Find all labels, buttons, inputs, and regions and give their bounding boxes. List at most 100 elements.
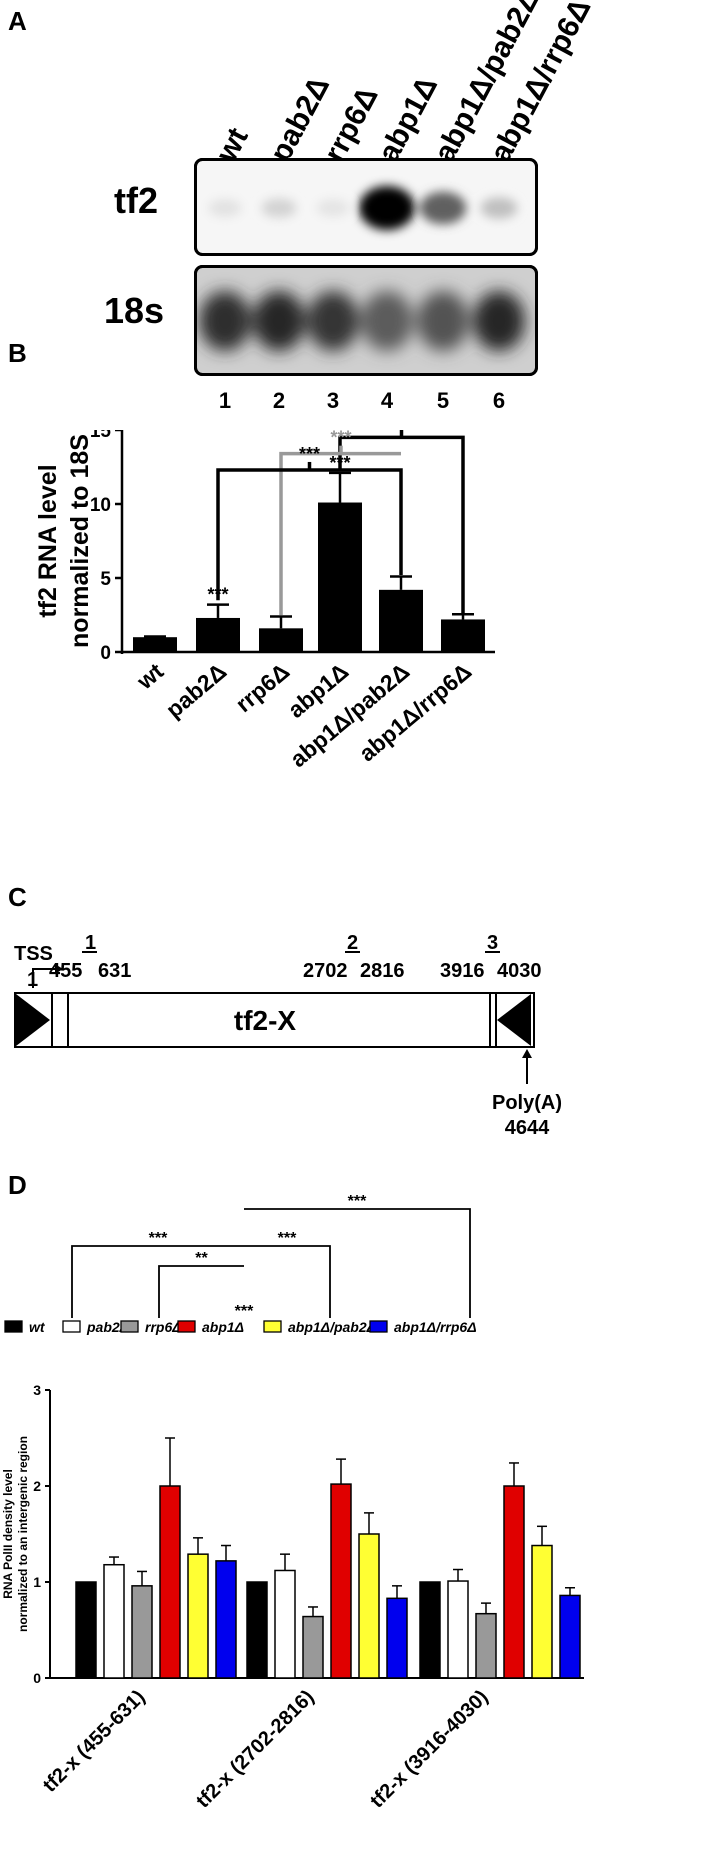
gene-diagram: TSS 1 455 631 1 2702 2816 2 3916 4030 3 … (14, 932, 562, 1139)
bar (75, 1581, 97, 1679)
x-tick-label: tf2-x (455-631) (39, 1686, 150, 1797)
y-tick-label: 0 (33, 1670, 41, 1686)
bar (419, 1581, 441, 1679)
significance-bracket (244, 1245, 331, 1318)
polya-arrowhead (522, 1049, 532, 1058)
bar (503, 1485, 525, 1679)
18s-band (199, 291, 251, 351)
y-tick-label: 1 (33, 1574, 41, 1590)
row-label-18s: 18s (104, 290, 165, 331)
18s-band (253, 291, 305, 351)
lane-number-4: 4 (380, 388, 394, 413)
legend-swatch (62, 1320, 81, 1333)
y-tick-label: 2 (33, 1478, 41, 1494)
polya-position: 4644 (505, 1117, 550, 1139)
x-tick-label: tf2-x (3916-4030) (366, 1686, 492, 1812)
panel-letter-b: B (8, 338, 27, 368)
bar (318, 502, 362, 652)
x-tick-label: wt (131, 658, 168, 695)
position-3916: 3916 (440, 960, 485, 982)
legend-label: abp1Δ (202, 1319, 244, 1335)
bar (447, 1580, 469, 1679)
significance-stars: *** (330, 430, 351, 448)
ltr-left-triangle (16, 994, 50, 1046)
tf2-band (480, 197, 518, 219)
significance-stars: *** (235, 1303, 254, 1320)
ltr-right-triangle (497, 994, 531, 1046)
x-tick-label: rrp6Δ (231, 658, 295, 717)
panel-d-chart: ************** wt pab2Δ rrp6Δ abp1Δ abp1Δ/pa… (1, 1193, 584, 1812)
bar (133, 637, 177, 652)
tss-position: 1 (27, 969, 38, 991)
tf2-band (359, 186, 415, 230)
legend-swatch (369, 1320, 388, 1333)
panel-letter-d: D (8, 1170, 27, 1200)
significance-bracket (158, 1265, 244, 1318)
legend-swatch (4, 1320, 23, 1333)
bar (386, 1597, 408, 1679)
legend-label: wt (29, 1319, 46, 1335)
panel-letter-a: A (8, 6, 27, 36)
position-631: 631 (98, 960, 131, 982)
lane-number-5: 5 (436, 388, 450, 413)
y-tick-label: 0 (100, 643, 111, 664)
significance-stars: ** (195, 1250, 208, 1267)
y-tick-label: 15 (90, 430, 112, 442)
bar (187, 1553, 209, 1679)
significance-stars: *** (278, 1230, 297, 1247)
y-axis-label: RNA PolII density level (1, 1469, 15, 1599)
x-tick-label: pab2Δ (161, 658, 232, 723)
x-tick-label: tf2-x (2702-2816) (192, 1686, 318, 1812)
panel-b-chart: 0 5 10 15 tf2 RNA level normalized to 18S ***… (34, 430, 495, 772)
bar (215, 1560, 237, 1679)
bar (531, 1544, 553, 1679)
legend-swatch (177, 1320, 196, 1333)
row-label-tf2: tf2 (114, 180, 158, 221)
lane-number-6: 6 (492, 388, 506, 413)
gene-label: tf2-X (234, 1005, 297, 1036)
legend-swatch (120, 1320, 139, 1333)
polya-label: Poly(A) (492, 1092, 562, 1114)
18s-band (417, 291, 469, 351)
y-tick-label: 10 (90, 495, 111, 516)
legend-label: pab2Δ (86, 1319, 129, 1335)
bar (259, 628, 303, 652)
tf2-band (316, 199, 350, 217)
legend-label: rrp6Δ (145, 1319, 182, 1335)
position-455: 455 (49, 960, 82, 982)
significance-bracket (216, 468, 403, 601)
significance-stars: *** (299, 444, 320, 464)
18s-band (473, 291, 525, 351)
bar (159, 1485, 181, 1679)
legend-swatch (263, 1320, 282, 1333)
bar (103, 1563, 125, 1679)
18s-band (361, 291, 413, 351)
blot-images (194, 158, 538, 376)
bar (131, 1585, 153, 1679)
bar (358, 1533, 380, 1679)
significance-bracket (279, 451, 401, 615)
y-axis-label-2: normalized to 18S (66, 434, 94, 648)
significance-stars: *** (149, 1230, 168, 1247)
y-tick-label: 5 (100, 569, 111, 590)
tss-arrowhead (55, 964, 63, 974)
amplicon-1: 1 (85, 932, 96, 954)
lane-number-1: 1 (218, 388, 232, 413)
significance-bracket (244, 1208, 471, 1318)
bar (475, 1612, 497, 1679)
tss-label: TSS (14, 943, 53, 965)
position-4030: 4030 (497, 960, 542, 982)
position-2702: 2702 (303, 960, 348, 982)
amplicon-3: 3 (487, 932, 498, 954)
significance-bracket (71, 1245, 244, 1318)
18s-band (307, 291, 359, 351)
bar (246, 1581, 268, 1679)
tf2-band (261, 198, 297, 218)
amplicon-2: 2 (347, 932, 358, 954)
significance-stars: *** (391, 430, 412, 431)
bar (441, 619, 485, 652)
y-tick-label: 3 (33, 1382, 41, 1398)
bar (274, 1569, 296, 1679)
gene-body (14, 992, 535, 1048)
panel-letter-c: C (8, 882, 27, 912)
